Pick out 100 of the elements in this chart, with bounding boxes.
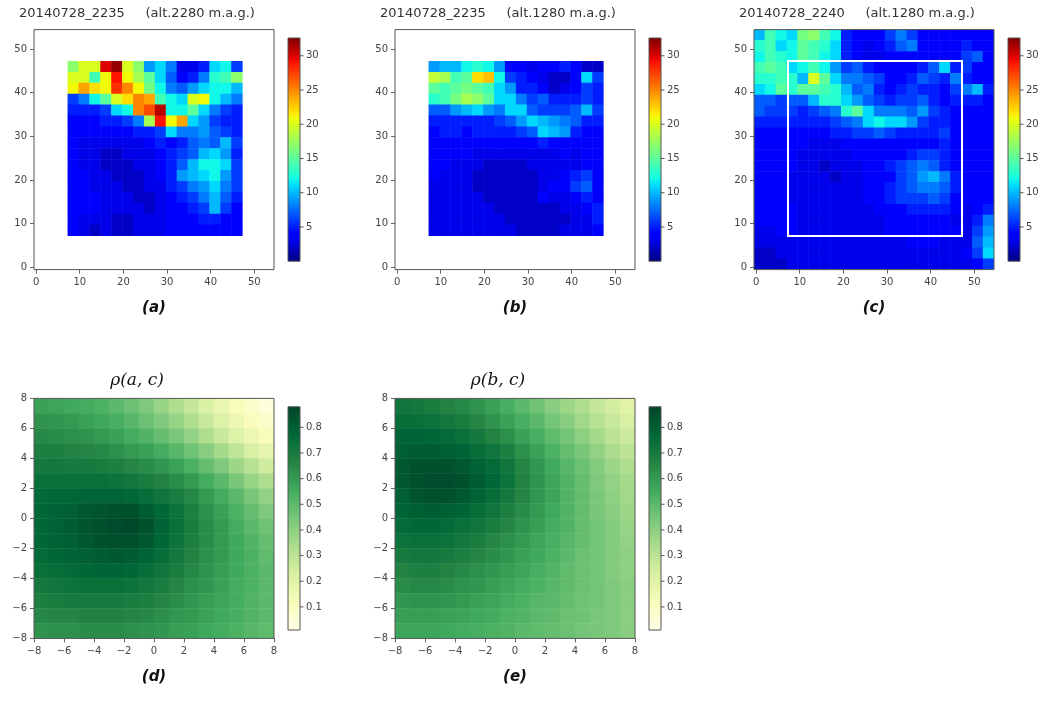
y-tick-label: 30 xyxy=(14,130,27,142)
color-bar-label: 0.5 xyxy=(667,497,683,509)
x-tick-label: −2 xyxy=(116,644,132,656)
color-bar-label: 5 xyxy=(306,220,313,232)
color-bar-label: 25 xyxy=(1026,83,1039,95)
x-tick-label: 20 xyxy=(837,276,850,288)
color-bar-label: 25 xyxy=(306,83,319,95)
y-tick-label: 30 xyxy=(375,130,388,142)
x-tick-label: −4 xyxy=(447,644,463,656)
color-bar-label: 0.1 xyxy=(667,600,683,612)
x-axis-title: (e) xyxy=(503,667,527,686)
y-tick-label: 40 xyxy=(375,86,388,98)
color-bar-label: 5 xyxy=(667,220,674,232)
y-tick-label: 20 xyxy=(734,173,747,185)
x-axis-title: (d) xyxy=(141,667,167,686)
color-bar-label: 15 xyxy=(667,152,680,164)
chart-title: 20140728_2235 (alt.2280 m.a.g.) xyxy=(19,5,255,21)
x-tick-label: 2 xyxy=(541,644,549,656)
x-tick-label: 30 xyxy=(880,276,894,288)
x-tick-label: 0 xyxy=(150,644,158,656)
y-tick-label: 40 xyxy=(734,86,747,98)
x-tick-label: 8 xyxy=(270,644,278,656)
y-tick-label: 4 xyxy=(381,451,388,463)
color-bar-label: 0.6 xyxy=(306,472,322,484)
color-bar-label: 25 xyxy=(667,83,680,95)
x-tick-label: 50 xyxy=(968,276,981,288)
x-tick-label: 10 xyxy=(73,276,87,288)
color-bar-label: 20 xyxy=(306,117,319,129)
color-bar-label: 0.8 xyxy=(306,420,322,432)
y-tick-label: 0 xyxy=(20,261,27,273)
y-tick-label: 6 xyxy=(381,421,388,433)
x-tick-label: 50 xyxy=(609,276,622,288)
x-tick-label: 4 xyxy=(571,644,579,656)
y-tick-label: −6 xyxy=(373,601,388,613)
chart-title: ρ(b, c) xyxy=(469,368,526,389)
y-tick-label: −2 xyxy=(12,541,27,553)
color-bar-label: 15 xyxy=(1026,152,1039,164)
x-tick-label: −6 xyxy=(417,644,433,656)
chart-title: ρ(a, c) xyxy=(109,368,164,389)
y-tick-label: 10 xyxy=(734,217,747,229)
x-tick-label: 50 xyxy=(248,276,261,288)
x-tick-label: 10 xyxy=(793,276,807,288)
color-bar-label: 30 xyxy=(306,49,319,61)
x-tick-label: 40 xyxy=(565,276,579,288)
y-tick-label: 0 xyxy=(381,261,388,273)
x-tick-label: 40 xyxy=(924,276,938,288)
y-tick-label: 20 xyxy=(375,173,388,185)
color-bar-label: 15 xyxy=(306,152,319,164)
x-tick-label: 0 xyxy=(511,644,519,656)
x-tick-label: 20 xyxy=(117,276,130,288)
y-tick-label: 2 xyxy=(381,481,388,493)
x-tick-label: −6 xyxy=(56,644,72,656)
y-tick-label: 6 xyxy=(20,421,27,433)
color-bar-label: 0.6 xyxy=(667,472,683,484)
y-tick-label: 50 xyxy=(375,42,388,54)
color-bar-label: 0.3 xyxy=(667,549,683,561)
chart-title: 20140728_2240 (alt.1280 m.a.g.) xyxy=(739,5,975,21)
x-tick-label: 8 xyxy=(631,644,639,656)
y-tick-label: 2 xyxy=(20,481,27,493)
y-tick-label: 50 xyxy=(734,42,747,54)
x-tick-label: 40 xyxy=(204,276,218,288)
color-bar-label: 10 xyxy=(667,186,680,198)
color-bar-label: 0.2 xyxy=(306,574,322,586)
x-tick-label: 30 xyxy=(521,276,535,288)
x-axis-title: (b) xyxy=(502,298,528,317)
color-bar-label: 0.5 xyxy=(306,497,322,509)
y-tick-label: 0 xyxy=(381,511,388,523)
color-bar-label: 10 xyxy=(306,186,319,198)
x-tick-label: 20 xyxy=(478,276,491,288)
y-tick-label: 40 xyxy=(14,86,27,98)
x-tick-label: 10 xyxy=(434,276,448,288)
x-tick-label: −2 xyxy=(477,644,493,656)
color-bar-label: 0.7 xyxy=(667,446,683,458)
x-tick-label: 6 xyxy=(601,644,609,656)
color-bar-label: 30 xyxy=(667,49,680,61)
color-bar-label: 20 xyxy=(1026,117,1039,129)
color-bar-label: 0.2 xyxy=(667,574,683,586)
color-bar-label: 0.7 xyxy=(306,446,322,458)
y-tick-label: 4 xyxy=(20,451,27,463)
y-tick-label: 20 xyxy=(14,173,27,185)
color-bar-label: 20 xyxy=(667,117,680,129)
x-tick-label: 0 xyxy=(32,276,40,288)
chart-title: 20140728_2235 (alt.1280 m.a.g.) xyxy=(380,5,616,21)
color-bar-label: 5 xyxy=(1026,220,1033,232)
x-tick-label: 30 xyxy=(160,276,174,288)
color-bar-label: 0.1 xyxy=(306,600,322,612)
color-bar-label: 0.8 xyxy=(667,420,683,432)
color-bar-label: 0.4 xyxy=(306,523,322,535)
x-tick-label: 2 xyxy=(180,644,188,656)
y-tick-label: −8 xyxy=(12,631,27,643)
y-tick-label: 50 xyxy=(14,42,27,54)
x-tick-label: −4 xyxy=(86,644,102,656)
y-tick-label: −4 xyxy=(12,571,27,583)
y-tick-label: −2 xyxy=(373,541,388,553)
x-axis-title: (c) xyxy=(862,298,886,317)
color-bar-label: 30 xyxy=(1026,49,1039,61)
x-axis-title: (a) xyxy=(142,298,166,317)
y-tick-label: 8 xyxy=(20,391,27,403)
y-tick-label: −8 xyxy=(373,631,388,643)
x-tick-label: 4 xyxy=(210,644,218,656)
